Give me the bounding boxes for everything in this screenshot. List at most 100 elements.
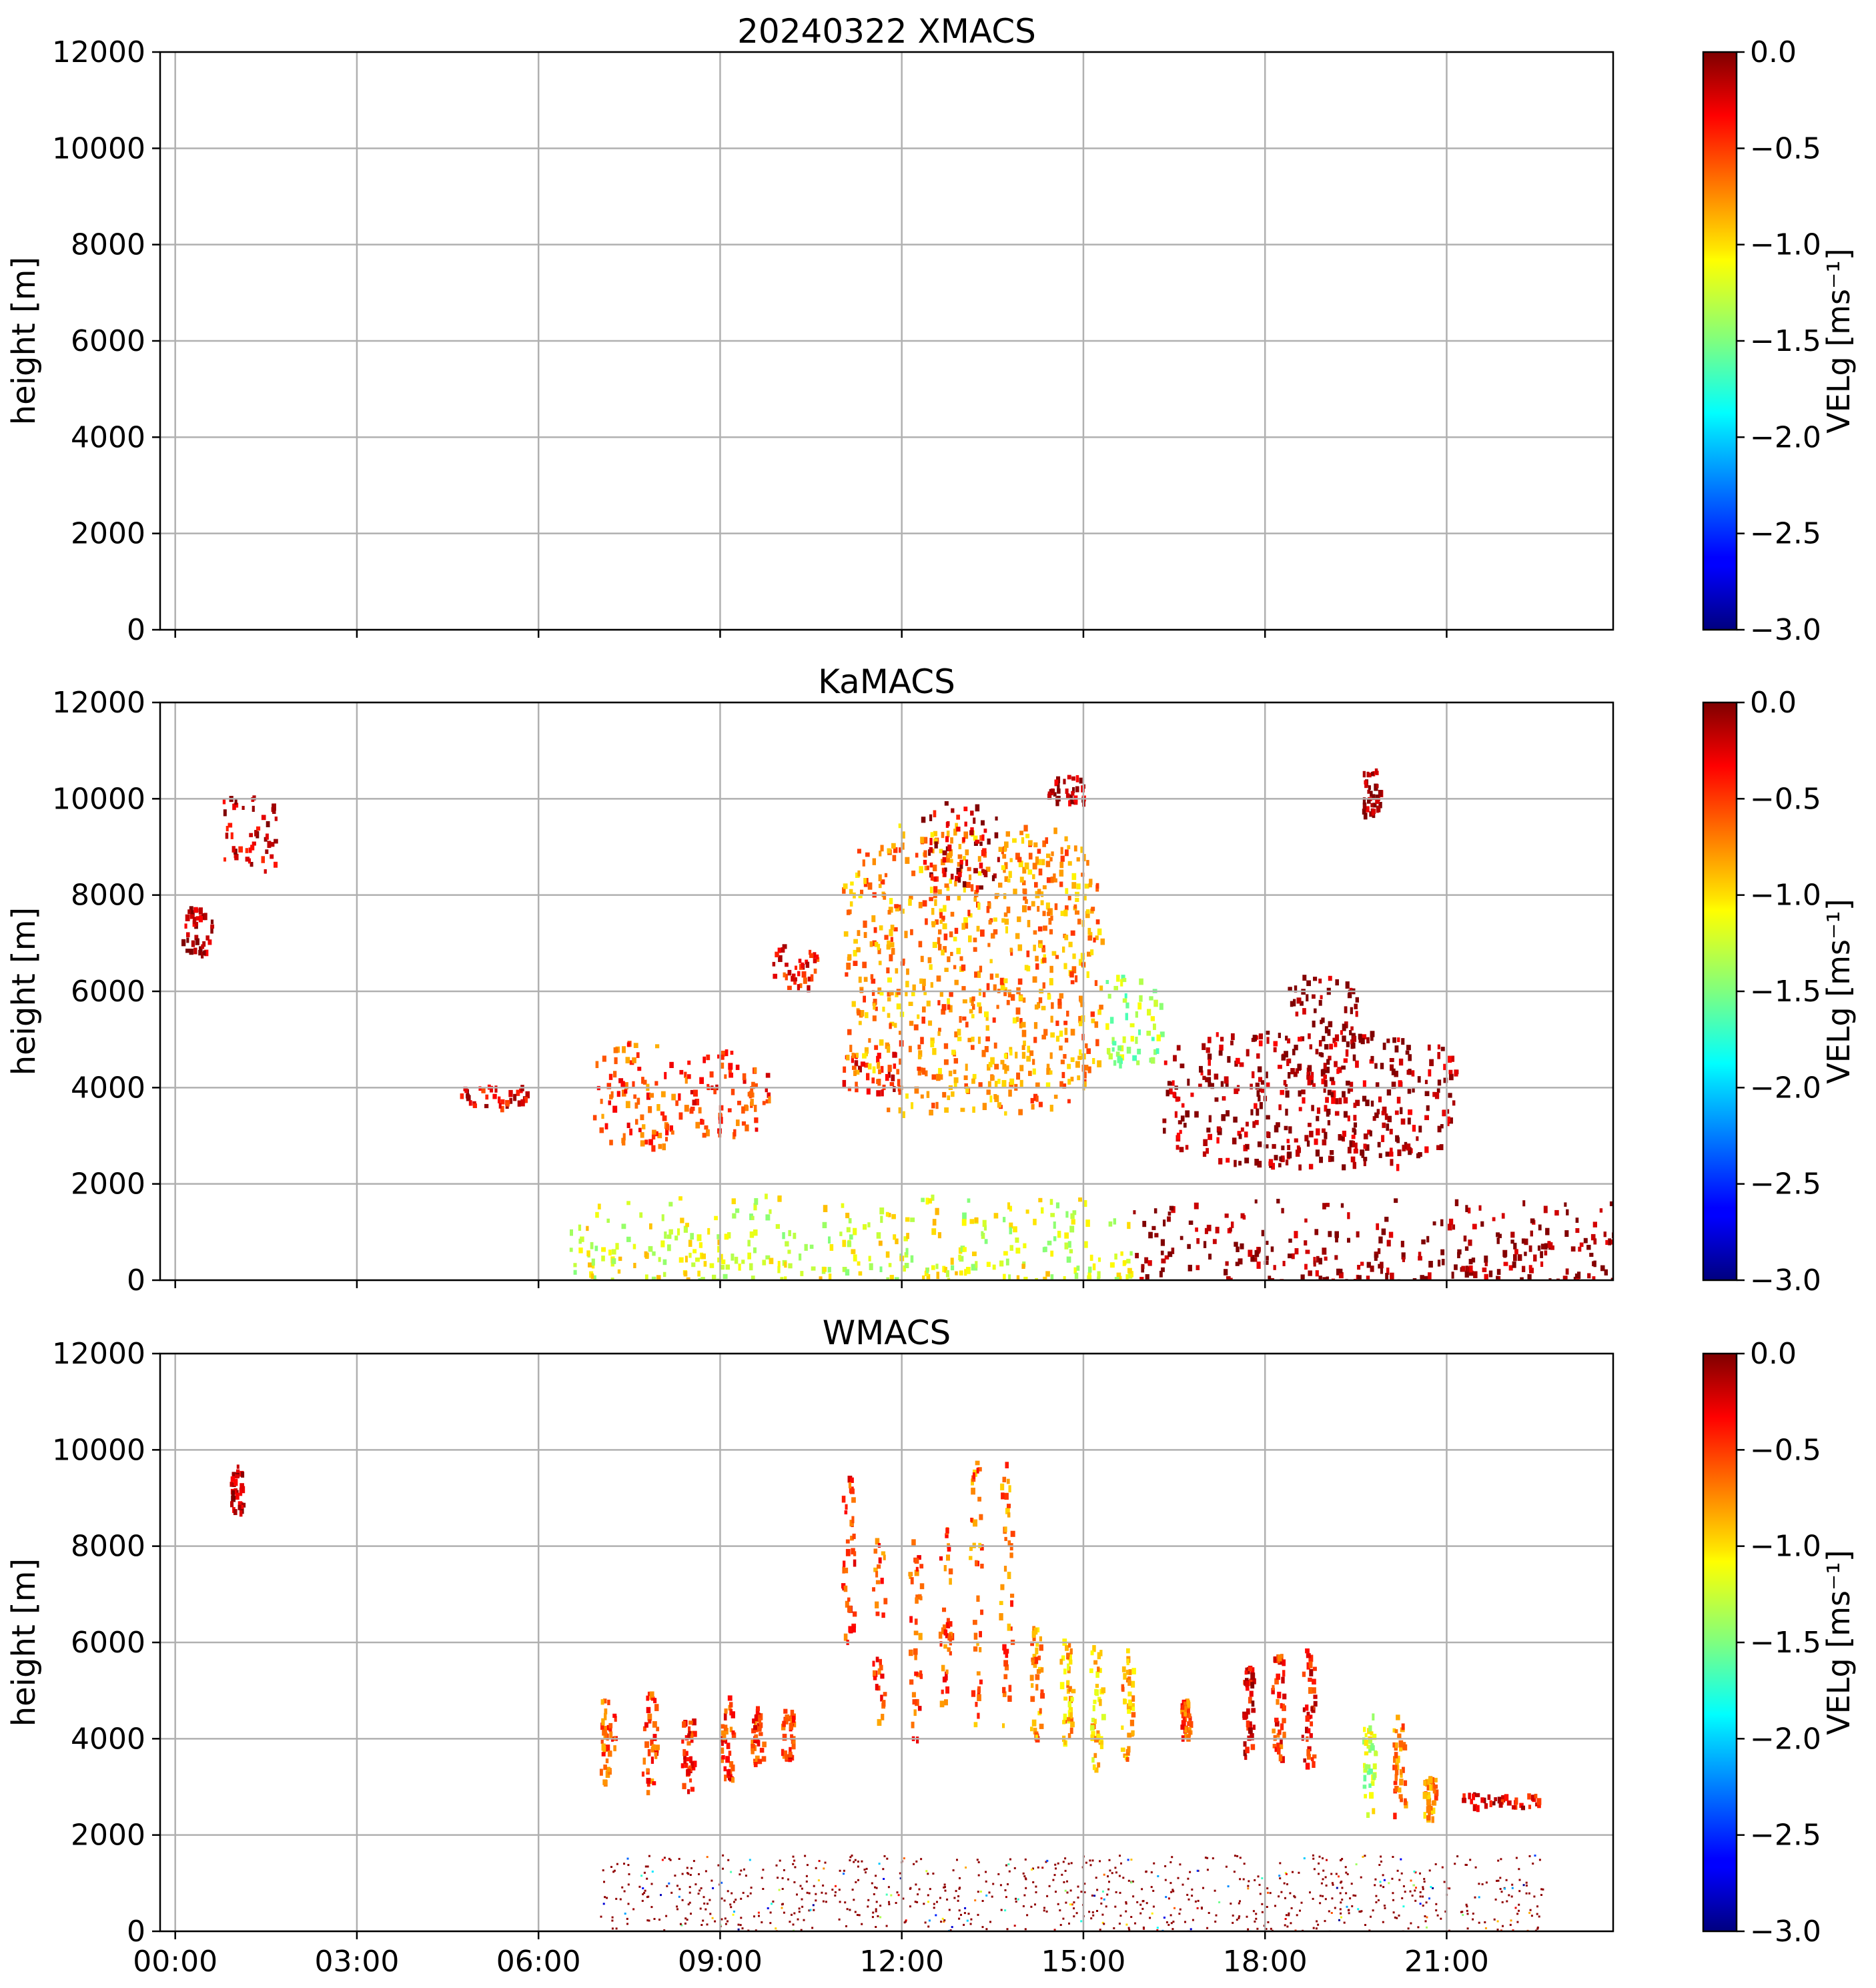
data-cell [961, 923, 965, 930]
data-cell [703, 1902, 706, 1905]
data-cell [919, 978, 923, 984]
data-cell [874, 941, 879, 947]
data-cell [843, 883, 848, 889]
data-cell [1437, 1125, 1442, 1133]
data-cell [1396, 1097, 1401, 1104]
data-cell [1407, 1117, 1411, 1125]
data-cell [1258, 1883, 1261, 1886]
data-cell [773, 973, 778, 979]
data-cell [591, 1258, 595, 1266]
data-cell [1004, 1909, 1007, 1912]
data-cell [185, 914, 190, 921]
data-cell [1440, 1124, 1444, 1129]
data-cell [1510, 1239, 1514, 1244]
data-cell [1406, 1045, 1411, 1051]
data-cell [679, 1923, 682, 1925]
data-cell [739, 1924, 742, 1927]
data-cell [979, 1647, 982, 1652]
data-cell [1054, 779, 1059, 785]
data-cell [1278, 1754, 1283, 1762]
data-cell [913, 1648, 918, 1655]
data-cell [201, 944, 205, 949]
data-cell [824, 1861, 827, 1864]
data-cell [1036, 1669, 1041, 1674]
data-cell [1399, 1747, 1403, 1752]
data-cell [647, 1691, 652, 1696]
data-cell [1025, 833, 1030, 839]
data-cell [468, 1100, 472, 1106]
data-cell [1249, 1690, 1254, 1697]
data-cell [1045, 902, 1050, 910]
data-cell [1451, 1055, 1455, 1062]
data-cell [1189, 1871, 1192, 1873]
data-cell [872, 858, 877, 865]
data-cell [692, 1860, 695, 1863]
data-cell [1439, 1144, 1444, 1151]
data-cell [1294, 1248, 1299, 1255]
data-cell [1042, 982, 1045, 989]
data-cell [817, 1879, 820, 1882]
data-cell [1012, 1017, 1017, 1024]
data-cell [989, 973, 994, 980]
data-cell [947, 1278, 951, 1280]
data-cell [1206, 1869, 1209, 1871]
data-cell [999, 1613, 1003, 1621]
data-cell [1000, 1059, 1005, 1065]
data-cell [1324, 1026, 1328, 1034]
data-cell [799, 1885, 802, 1887]
data-cell [1000, 983, 1005, 991]
data-cell [1374, 783, 1378, 791]
data-cell [867, 1905, 869, 1908]
data-cell [1070, 1696, 1074, 1702]
data-cell [1103, 1873, 1105, 1876]
data-cell [1380, 1885, 1382, 1887]
data-cell [1032, 1068, 1036, 1075]
data-cell [1414, 1871, 1417, 1874]
data-cell [1412, 1125, 1416, 1132]
data-cell [1331, 1097, 1336, 1104]
data-cell [1384, 1907, 1386, 1909]
data-cell [750, 1887, 753, 1889]
data-cell [1146, 1031, 1151, 1036]
data-cell [963, 917, 968, 925]
data-cell [722, 1867, 724, 1870]
data-cell [1276, 1199, 1280, 1203]
data-cell [1031, 1719, 1037, 1726]
data-cell [1089, 1254, 1093, 1262]
data-cell [1122, 977, 1127, 983]
data-cell [1350, 1156, 1356, 1163]
data-cell [1536, 1913, 1538, 1915]
data-cell [690, 1787, 695, 1792]
data-cell [1308, 1033, 1311, 1039]
data-cell [692, 1718, 696, 1726]
data-cell [1273, 1041, 1278, 1047]
data-cell [1512, 1929, 1514, 1931]
data-cell [1022, 867, 1027, 874]
data-cell [1427, 1044, 1431, 1051]
data-cell [914, 1618, 918, 1625]
data-cell [839, 1231, 843, 1236]
data-cell [1282, 1261, 1286, 1267]
data-cell [1306, 980, 1311, 987]
data-cell [1244, 1131, 1248, 1137]
data-cell [721, 1051, 726, 1057]
data-cell [661, 1859, 664, 1861]
data-cell [1078, 1021, 1083, 1027]
data-cell [881, 1612, 885, 1618]
data-cell [1063, 1054, 1067, 1059]
data-cell [1041, 859, 1045, 866]
data-cell [951, 1926, 953, 1929]
data-cell [636, 1052, 640, 1058]
data-cell [1325, 1884, 1328, 1887]
data-cell [723, 1899, 726, 1902]
data-cell [873, 1893, 875, 1895]
data-cell [1277, 1747, 1281, 1755]
data-cell [1408, 1054, 1412, 1061]
data-cell [1528, 1855, 1531, 1857]
data-cell [1564, 1202, 1567, 1207]
data-cell [1050, 1250, 1054, 1257]
data-cell [728, 1704, 732, 1711]
data-cell [1196, 1238, 1200, 1244]
data-cell [945, 1671, 948, 1678]
data-cell [992, 1264, 996, 1270]
